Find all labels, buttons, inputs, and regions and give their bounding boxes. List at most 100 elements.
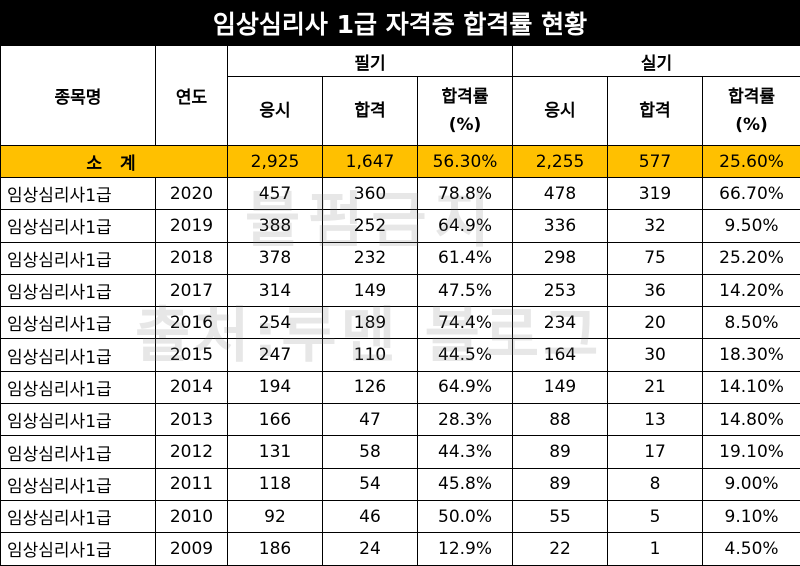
row-practical-passed: 75 <box>608 242 703 274</box>
row-practical-applicants: 478 <box>513 178 608 210</box>
row-written-applicants: 388 <box>228 210 323 242</box>
row-item-name: 임상심리사1급 <box>1 307 156 339</box>
subtotal-written-applicants: 2,925 <box>228 146 323 178</box>
row-practical-applicants: 164 <box>513 339 608 371</box>
row-written-rate: 45.8% <box>418 468 513 500</box>
row-practical-applicants: 298 <box>513 242 608 274</box>
row-practical-applicants: 336 <box>513 210 608 242</box>
row-year: 2014 <box>156 371 228 403</box>
row-item-name: 임상심리사1급 <box>1 500 156 532</box>
row-year: 2017 <box>156 274 228 306</box>
row-written-applicants: 118 <box>228 468 323 500</box>
row-written-rate: 12.9% <box>418 533 513 565</box>
row-practical-passed: 30 <box>608 339 703 371</box>
row-written-applicants: 314 <box>228 274 323 306</box>
row-written-passed: 47 <box>323 404 418 436</box>
row-written-passed: 46 <box>323 500 418 532</box>
header-written: 필기 <box>228 46 513 77</box>
row-written-passed: 58 <box>323 436 418 468</box>
row-practical-passed: 32 <box>608 210 703 242</box>
row-practical-rate: 14.20% <box>703 274 800 306</box>
header-written-passed: 합격 <box>323 77 418 146</box>
rate-unit: (%) <box>449 115 482 135</box>
row-written-rate: 44.3% <box>418 436 513 468</box>
row-written-applicants: 194 <box>228 371 323 403</box>
row-year: 2011 <box>156 468 228 500</box>
row-written-applicants: 457 <box>228 178 323 210</box>
row-item-name: 임상심리사1급 <box>1 404 156 436</box>
row-practical-applicants: 253 <box>513 274 608 306</box>
row-written-applicants: 92 <box>228 500 323 532</box>
row-practical-rate: 8.50% <box>703 307 800 339</box>
row-practical-rate: 19.10% <box>703 436 800 468</box>
row-written-applicants: 131 <box>228 436 323 468</box>
header-item-name: 종목명 <box>1 46 156 146</box>
row-year: 2013 <box>156 404 228 436</box>
row-written-rate: 64.9% <box>418 371 513 403</box>
row-practical-applicants: 88 <box>513 404 608 436</box>
row-written-passed: 232 <box>323 242 418 274</box>
row-written-applicants: 247 <box>228 339 323 371</box>
row-practical-rate: 9.10% <box>703 500 800 532</box>
row-practical-rate: 9.00% <box>703 468 800 500</box>
row-practical-passed: 319 <box>608 178 703 210</box>
row-written-rate: 64.9% <box>418 210 513 242</box>
subtotal-label: 소 계 <box>1 146 228 178</box>
row-item-name: 임상심리사1급 <box>1 339 156 371</box>
row-written-applicants: 166 <box>228 404 323 436</box>
row-practical-passed: 5 <box>608 500 703 532</box>
row-item-name: 임상심리사1급 <box>1 274 156 306</box>
row-written-rate: 28.3% <box>418 404 513 436</box>
header-written-rate: 합격률 (%) <box>418 77 513 146</box>
row-written-applicants: 378 <box>228 242 323 274</box>
row-written-rate: 78.8% <box>418 178 513 210</box>
row-practical-applicants: 55 <box>513 500 608 532</box>
row-practical-rate: 4.50% <box>703 533 800 565</box>
header-practical-passed: 합격 <box>608 77 703 146</box>
row-practical-applicants: 22 <box>513 533 608 565</box>
row-item-name: 임상심리사1급 <box>1 178 156 210</box>
row-practical-applicants: 89 <box>513 468 608 500</box>
header-year: 연도 <box>156 46 228 146</box>
subtotal-practical-applicants: 2,255 <box>513 146 608 178</box>
row-practical-passed: 36 <box>608 274 703 306</box>
header-practical-applicants: 응시 <box>513 77 608 146</box>
row-written-passed: 149 <box>323 274 418 306</box>
row-year: 2012 <box>156 436 228 468</box>
row-practical-applicants: 89 <box>513 436 608 468</box>
row-year: 2009 <box>156 533 228 565</box>
subtotal-row: 소 계 2,925 1,647 56.30% 2,255 577 25.60% <box>1 146 800 178</box>
row-written-passed: 24 <box>323 533 418 565</box>
row-written-rate: 50.0% <box>418 500 513 532</box>
row-written-applicants: 186 <box>228 533 323 565</box>
row-practical-rate: 14.10% <box>703 371 800 403</box>
row-item-name: 임상심리사1급 <box>1 242 156 274</box>
row-year: 2015 <box>156 339 228 371</box>
header-written-applicants: 응시 <box>228 77 323 146</box>
row-year: 2020 <box>156 178 228 210</box>
subtotal-practical-passed: 577 <box>608 146 703 178</box>
rate-label: 합격률 <box>442 87 489 107</box>
row-written-passed: 110 <box>323 339 418 371</box>
header-practical: 실기 <box>513 46 800 77</box>
row-written-applicants: 254 <box>228 307 323 339</box>
subtotal-written-rate: 56.30% <box>418 146 513 178</box>
row-written-rate: 74.4% <box>418 307 513 339</box>
row-written-passed: 54 <box>323 468 418 500</box>
subtotal-written-passed: 1,647 <box>323 146 418 178</box>
row-practical-rate: 25.20% <box>703 242 800 274</box>
row-practical-applicants: 234 <box>513 307 608 339</box>
row-item-name: 임상심리사1급 <box>1 210 156 242</box>
row-practical-passed: 17 <box>608 436 703 468</box>
row-year: 2010 <box>156 500 228 532</box>
row-year: 2019 <box>156 210 228 242</box>
